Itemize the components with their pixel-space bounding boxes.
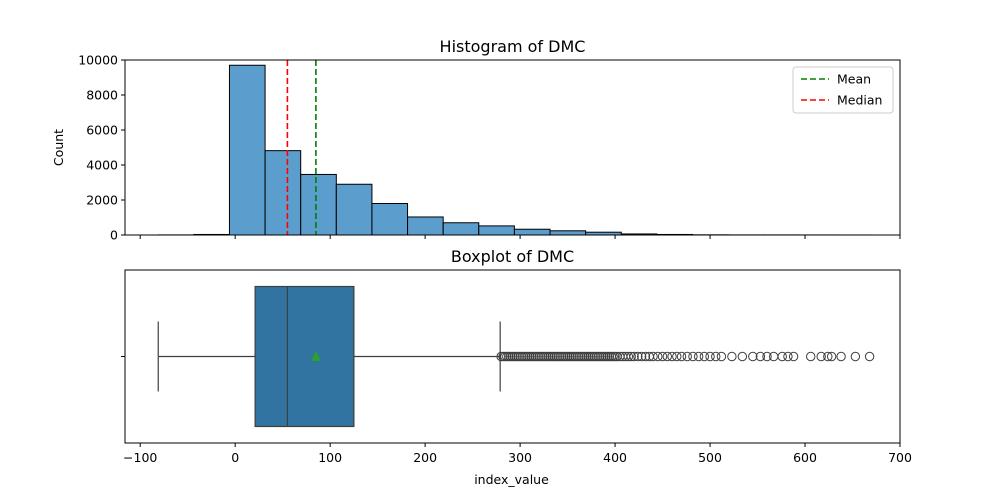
histogram-legend: Mean Median: [792, 66, 894, 114]
histogram-y-tick-label: 2000: [86, 193, 118, 208]
outlier-point: [693, 351, 704, 362]
outlier-point: [626, 351, 636, 362]
mean-marker: [310, 351, 322, 361]
boxplot-axes-frame: [124, 269, 901, 444]
boxplot-x-ticks: −100 0 100 200 300 400 500 600 700: [123, 443, 912, 465]
outlier-point: [672, 351, 682, 362]
outlier-point: [667, 351, 677, 362]
outlier-point: [850, 351, 861, 362]
histogram-y-ticks: 0 2000 4000 6000 8000 10000: [78, 53, 125, 243]
histogram-axes-frame: [124, 59, 901, 236]
boxplot-x-axis-label: index_value: [474, 472, 549, 487]
histogram-y-tick-label: 10000: [78, 53, 118, 68]
outlier-point: [657, 351, 668, 362]
outlier-point: [823, 351, 833, 362]
outlier-point: [816, 351, 826, 362]
histogram-y-tick-label: 6000: [86, 123, 118, 138]
histogram-bar: [264, 150, 302, 236]
boxplot-title: Boxplot of DMC: [451, 247, 574, 266]
outlier-point: [636, 351, 647, 362]
boxplot-x-tick-label: −100: [123, 450, 157, 465]
outlier-point: [662, 351, 673, 362]
outlier-point: [633, 351, 643, 362]
histogram-bar: [335, 183, 373, 236]
histogram-panel: Histogram of DMC 0200040006000800010000 …: [51, 37, 901, 243]
histogram-y-tick-label: 8000: [86, 88, 118, 103]
outlier-point: [716, 351, 727, 362]
outlier-point: [727, 351, 737, 362]
boxplot-x-tick-label: 600: [793, 450, 817, 465]
outlier-point: [648, 351, 658, 362]
boxplot-x-tick-label: 200: [413, 450, 437, 465]
histogram-bar: [371, 203, 409, 236]
outlier-point: [640, 351, 651, 362]
histogram-y-tick-label: 4000: [86, 158, 118, 173]
histogram-title: Histogram of DMC: [440, 37, 586, 56]
boxplot-outliers: [496, 351, 875, 362]
outlier-point: [629, 351, 639, 362]
histogram-y-axis-label: Count: [51, 129, 66, 166]
boxplot-x-tick-label: 0: [231, 450, 239, 465]
outlier-point: [653, 351, 663, 362]
outlier-point: [826, 351, 837, 362]
outlier-point: [623, 351, 634, 362]
outlier-point: [762, 351, 772, 362]
boxplot-x-tick-label: 500: [698, 450, 722, 465]
boxplot-body: [157, 285, 501, 428]
outlier-point: [755, 351, 766, 362]
boxplot-x-tick-label: 100: [318, 450, 342, 465]
outlier-point: [788, 351, 799, 362]
histogram-reference-lines: [286, 60, 317, 235]
outlier-point: [699, 351, 710, 362]
boxplot-x-tick-label: 700: [888, 450, 912, 465]
histogram-y-tick-label: 0: [110, 228, 118, 243]
histogram-bar: [228, 64, 266, 236]
outlier-point: [836, 351, 846, 362]
outlier-point: [806, 351, 816, 362]
outlier-point: [711, 351, 721, 362]
outlier-point: [783, 351, 793, 362]
outlier-point: [676, 351, 687, 362]
boxplot-panel: Boxplot of DMC −100 0 100 200 300 400 500 600 70…: [121, 247, 912, 487]
histogram-bar: [513, 228, 551, 236]
histogram-bar: [442, 222, 480, 236]
legend-mean-label: Mean: [837, 72, 871, 87]
outlier-point: [705, 351, 715, 362]
histogram-bar: [478, 225, 515, 236]
histogram-x-ticks: [139, 235, 901, 239]
outlier-point: [682, 351, 692, 362]
histogram-bars: [157, 64, 872, 236]
boxplot-x-tick-label: 400: [603, 450, 627, 465]
outlier-point: [748, 351, 758, 362]
histogram-bar: [549, 230, 587, 236]
legend-box: [792, 66, 894, 114]
interquartile-box: [254, 285, 355, 428]
histogram-bar: [300, 173, 337, 236]
outlier-point: [688, 351, 698, 362]
outlier-point: [864, 351, 875, 362]
histogram-bar: [407, 216, 444, 236]
boxplot-x-tick-label: 300: [508, 450, 532, 465]
outlier-point: [777, 351, 787, 362]
legend-median-label: Median: [837, 93, 882, 108]
outlier-point: [737, 351, 748, 362]
